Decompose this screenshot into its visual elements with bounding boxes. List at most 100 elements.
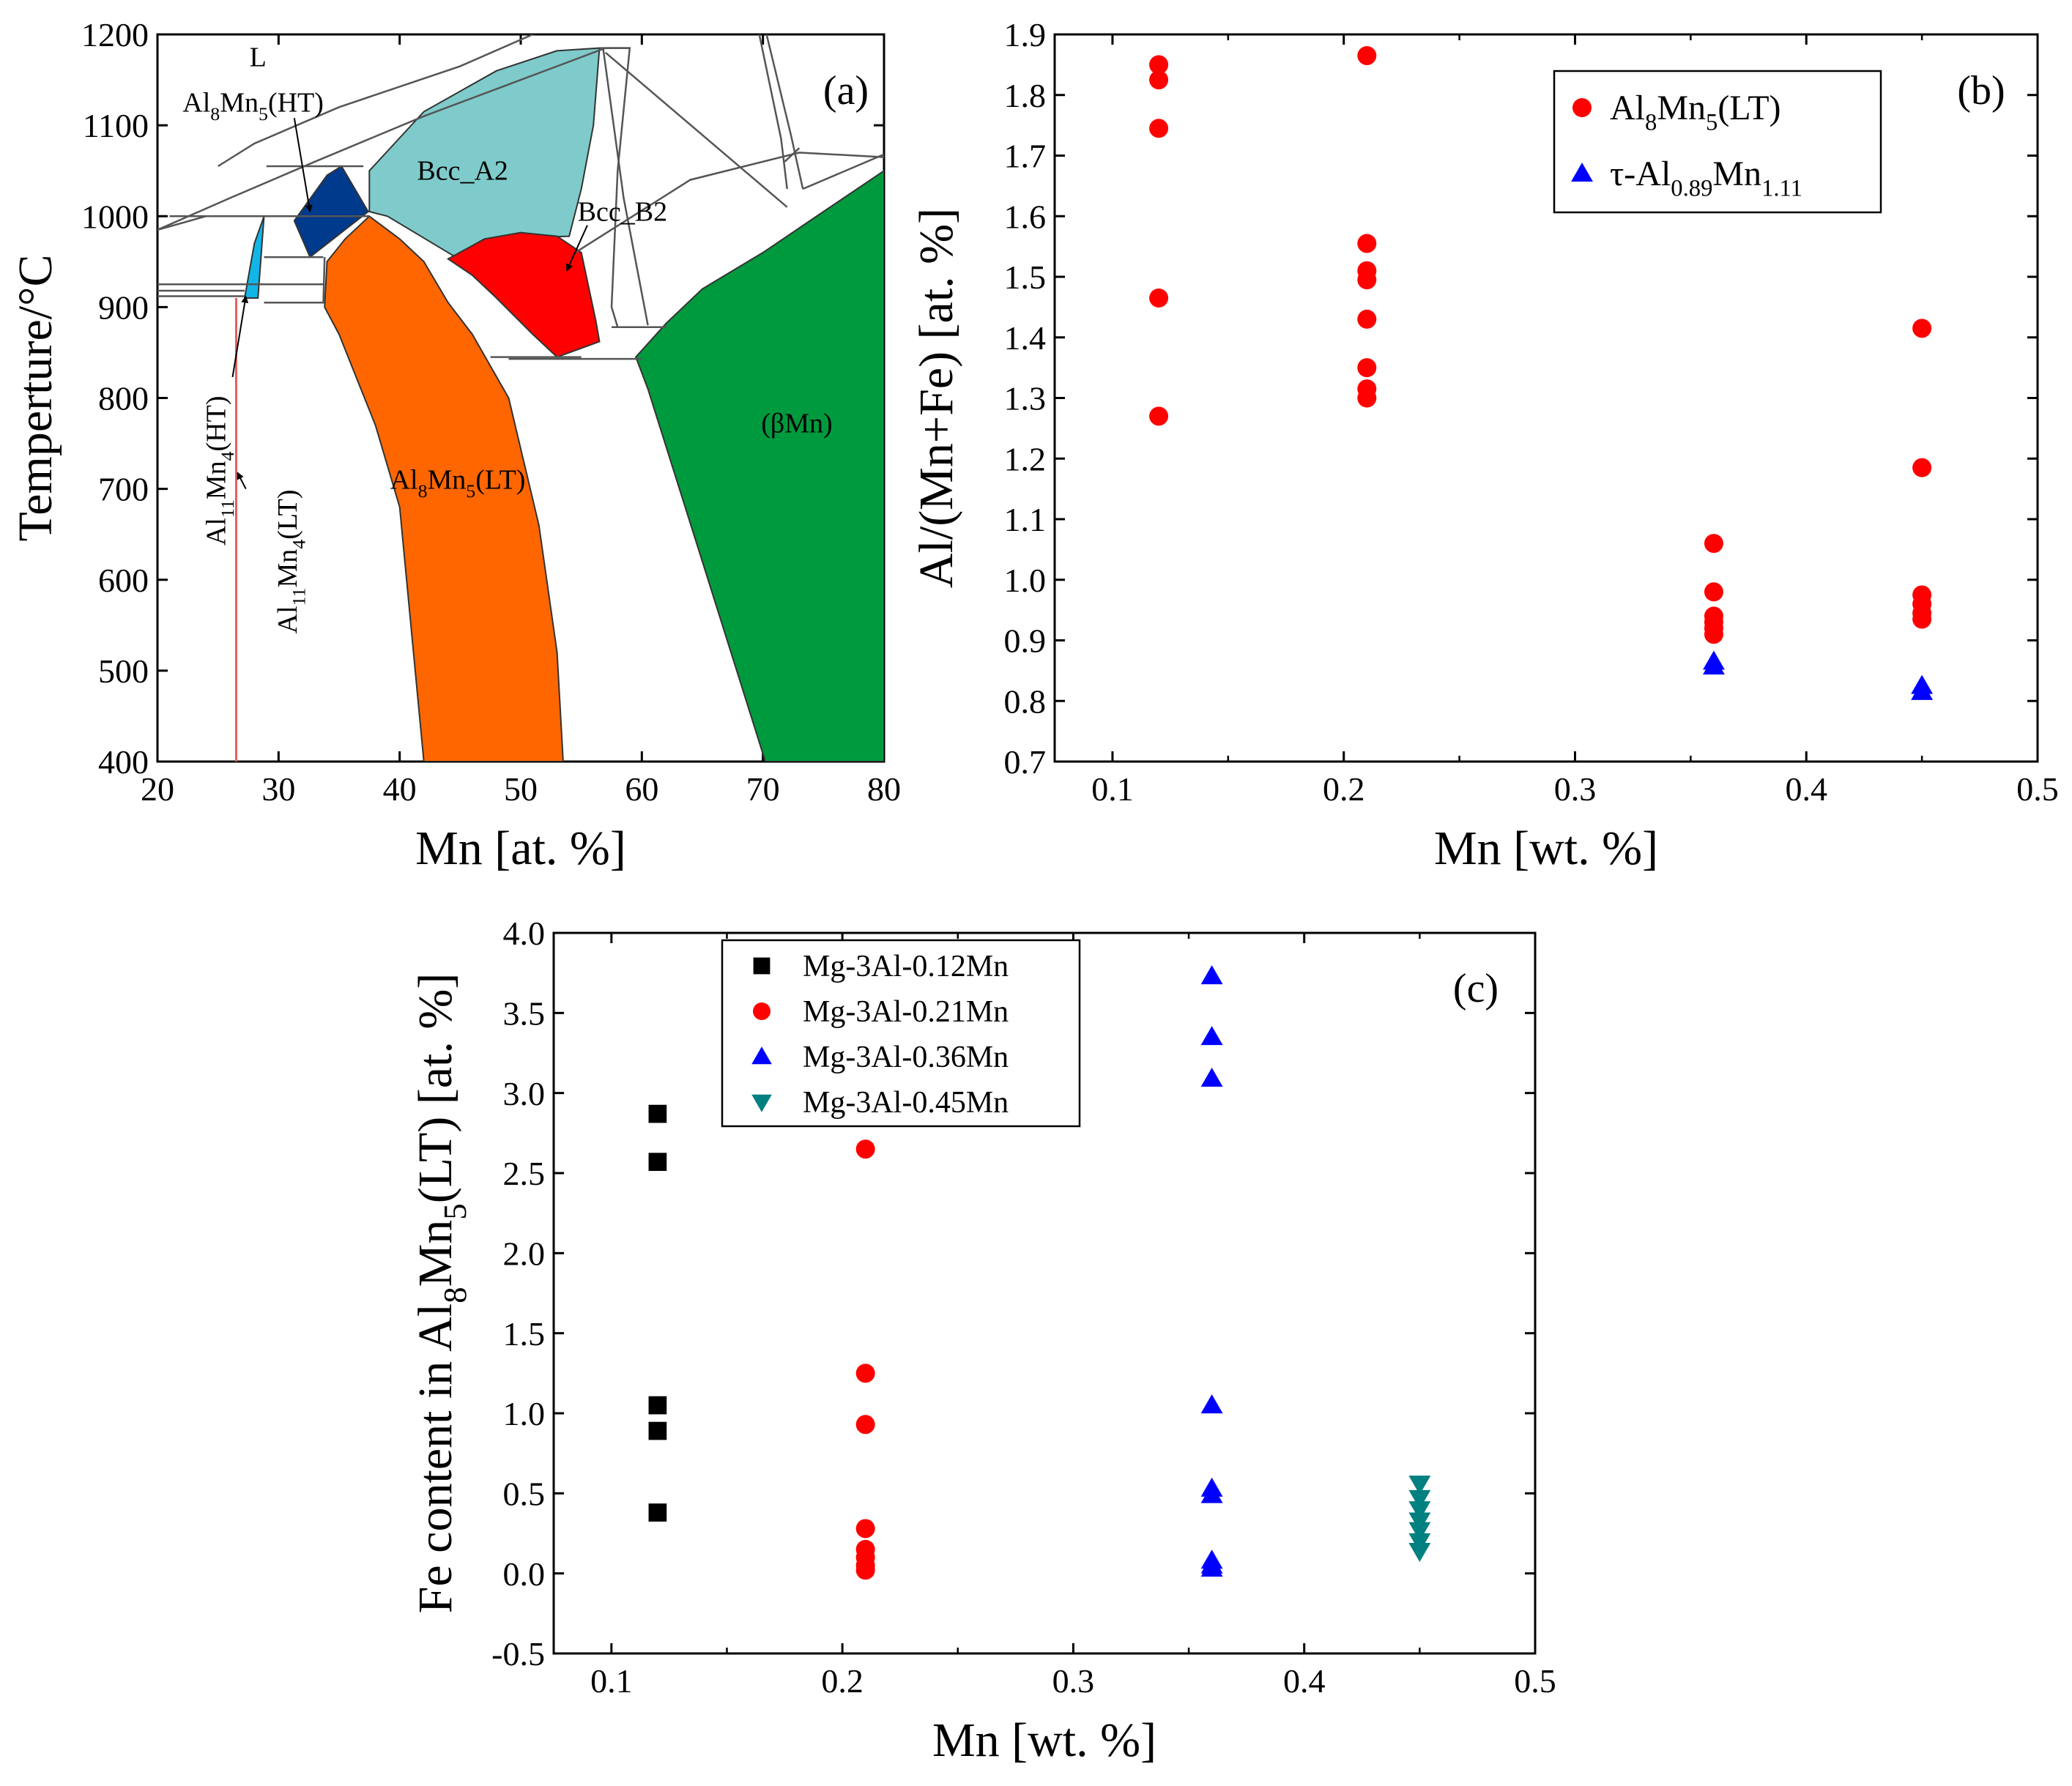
y-axis-label: Temperture/°C bbox=[9, 255, 62, 542]
data-point bbox=[855, 1519, 875, 1538]
legend-marker bbox=[751, 1094, 772, 1112]
phase-region bbox=[293, 165, 370, 258]
data-point bbox=[1408, 1501, 1431, 1521]
phase-boundary bbox=[574, 152, 884, 253]
y-tick-label: 0.8 bbox=[1004, 682, 1047, 720]
phase-label: Bcc_A2 bbox=[417, 156, 508, 187]
annotation-arrow bbox=[293, 118, 313, 213]
phase-label: Al8​Mn5​(HT) bbox=[182, 88, 324, 124]
phase-label: Al8​Mn5​(LT) bbox=[390, 465, 526, 502]
data-point bbox=[1408, 1543, 1431, 1563]
data-point bbox=[1704, 534, 1723, 554]
phase-label-vertical: Al11​Mn4​(HT) bbox=[201, 396, 238, 546]
y-tick-label: 1.3 bbox=[1004, 380, 1047, 417]
x-tick-label: 40 bbox=[383, 770, 417, 808]
phase-boundary bbox=[604, 51, 788, 208]
panel-label: (c) bbox=[1453, 966, 1499, 1011]
x-tick-label: 20 bbox=[141, 770, 174, 808]
x-tick-label: 30 bbox=[261, 770, 295, 808]
data-point bbox=[648, 1421, 667, 1440]
phase-boundary bbox=[264, 257, 326, 304]
data-point bbox=[1357, 270, 1377, 290]
data-point bbox=[1704, 582, 1723, 602]
data-point bbox=[1408, 1512, 1431, 1532]
y-tick-label: 3.5 bbox=[503, 994, 546, 1032]
y-tick-label: 1.0 bbox=[503, 1395, 546, 1432]
panel-label: (a) bbox=[823, 68, 869, 114]
x-axis-label: Mn [at. %] bbox=[415, 822, 626, 875]
phase-boundary bbox=[157, 47, 606, 231]
legend-label: Mg-3Al-0.36Mn bbox=[803, 1041, 1009, 1074]
phase-label: Bcc_B2 bbox=[578, 196, 667, 227]
legend-marker bbox=[1572, 98, 1592, 117]
y-tick-label: 1.5 bbox=[503, 1315, 546, 1352]
annotation-arrow bbox=[231, 295, 249, 378]
y-tick-label: 1.2 bbox=[1004, 440, 1047, 477]
phase-boundary bbox=[758, 34, 788, 190]
y-tick-label: 1.4 bbox=[1004, 319, 1047, 357]
data-point bbox=[855, 1560, 875, 1580]
x-tick-label: 0.2 bbox=[821, 1662, 864, 1700]
data-point bbox=[1149, 70, 1169, 90]
data-point bbox=[1357, 45, 1377, 65]
phase-boundary bbox=[765, 34, 804, 190]
data-point bbox=[1200, 1068, 1223, 1087]
y-tick-label: 0.7 bbox=[1004, 743, 1047, 781]
x-tick-label: 0.3 bbox=[1052, 1662, 1095, 1700]
y-tick-label: 0.0 bbox=[503, 1555, 546, 1593]
y-tick-label: -0.5 bbox=[491, 1635, 545, 1672]
phase-label-vertical: Al11​Mn4​(LT) bbox=[272, 490, 309, 634]
y-tick-label: 2.5 bbox=[503, 1155, 546, 1192]
x-tick-label: 0.5 bbox=[2016, 770, 2059, 808]
x-axis-label: Mn [wt. %] bbox=[932, 1714, 1156, 1767]
panel-a: 20 30 40 50 60 70 80 400 500 600 700 800 900 1000 1100… bbox=[9, 16, 901, 875]
plot-frame bbox=[552, 931, 1537, 1655]
legend-label: Al8​Mn5​(LT) bbox=[1610, 89, 1781, 135]
data-point bbox=[1912, 458, 1932, 477]
x-tick-label: 0.3 bbox=[1554, 770, 1597, 808]
data-point bbox=[1702, 655, 1725, 675]
data-point bbox=[1149, 55, 1169, 75]
data-point bbox=[1357, 388, 1377, 408]
phase-region bbox=[634, 169, 884, 762]
y-tick-label: 1.6 bbox=[1004, 198, 1047, 235]
legend-label: Mg-3Al-0.45Mn bbox=[803, 1086, 1009, 1120]
legend-box bbox=[1553, 70, 1882, 214]
data-point bbox=[648, 1153, 667, 1172]
data-point bbox=[1200, 965, 1223, 985]
legend-label: Mg-3Al-0.21Mn bbox=[803, 995, 1009, 1029]
data-point bbox=[1200, 1558, 1223, 1577]
data-point bbox=[1408, 1489, 1431, 1509]
legend-box bbox=[721, 939, 1081, 1128]
data-point bbox=[1408, 1522, 1431, 1541]
data-point bbox=[1200, 1394, 1223, 1414]
y-tick-label: 1.0 bbox=[1004, 562, 1047, 599]
panel-b: 0.1 0.2 0.3 0.4 0.5 0.7 0.8 0.9 1.0 1.1 1.2 1.3 1.4 1… bbox=[910, 16, 2059, 875]
y-axis-label: Fe content in Al8​Mn5​(LT) [at. %] bbox=[409, 973, 473, 1614]
data-point bbox=[1149, 288, 1169, 308]
y-tick-label: 1000 bbox=[81, 198, 149, 235]
data-point bbox=[855, 1363, 875, 1383]
data-point bbox=[1200, 1026, 1223, 1046]
y-tick-label: 700 bbox=[98, 471, 149, 508]
x-tick-label: 0.1 bbox=[590, 1662, 633, 1700]
y-tick-label: 3.0 bbox=[503, 1075, 546, 1112]
data-point bbox=[855, 1415, 875, 1435]
x-tick-label: 70 bbox=[746, 770, 780, 808]
phase-region bbox=[324, 215, 564, 762]
data-point bbox=[1200, 1484, 1223, 1503]
legend-marker bbox=[751, 1046, 772, 1065]
y-tick-label: 1200 bbox=[81, 16, 149, 53]
y-tick-label: 1.9 bbox=[1004, 16, 1047, 53]
x-tick-label: 0.1 bbox=[1091, 770, 1134, 808]
y-tick-label: 4.0 bbox=[503, 915, 546, 952]
y-tick-label: 2.0 bbox=[503, 1235, 546, 1272]
data-point bbox=[648, 1104, 667, 1123]
y-tick-label: 400 bbox=[98, 743, 149, 781]
phase-label: (βMn) bbox=[761, 409, 832, 439]
x-tick-label: 0.5 bbox=[1514, 1662, 1556, 1700]
y-tick-label: 800 bbox=[98, 380, 149, 417]
x-tick-label: 50 bbox=[504, 770, 538, 808]
phase-region bbox=[243, 215, 265, 299]
